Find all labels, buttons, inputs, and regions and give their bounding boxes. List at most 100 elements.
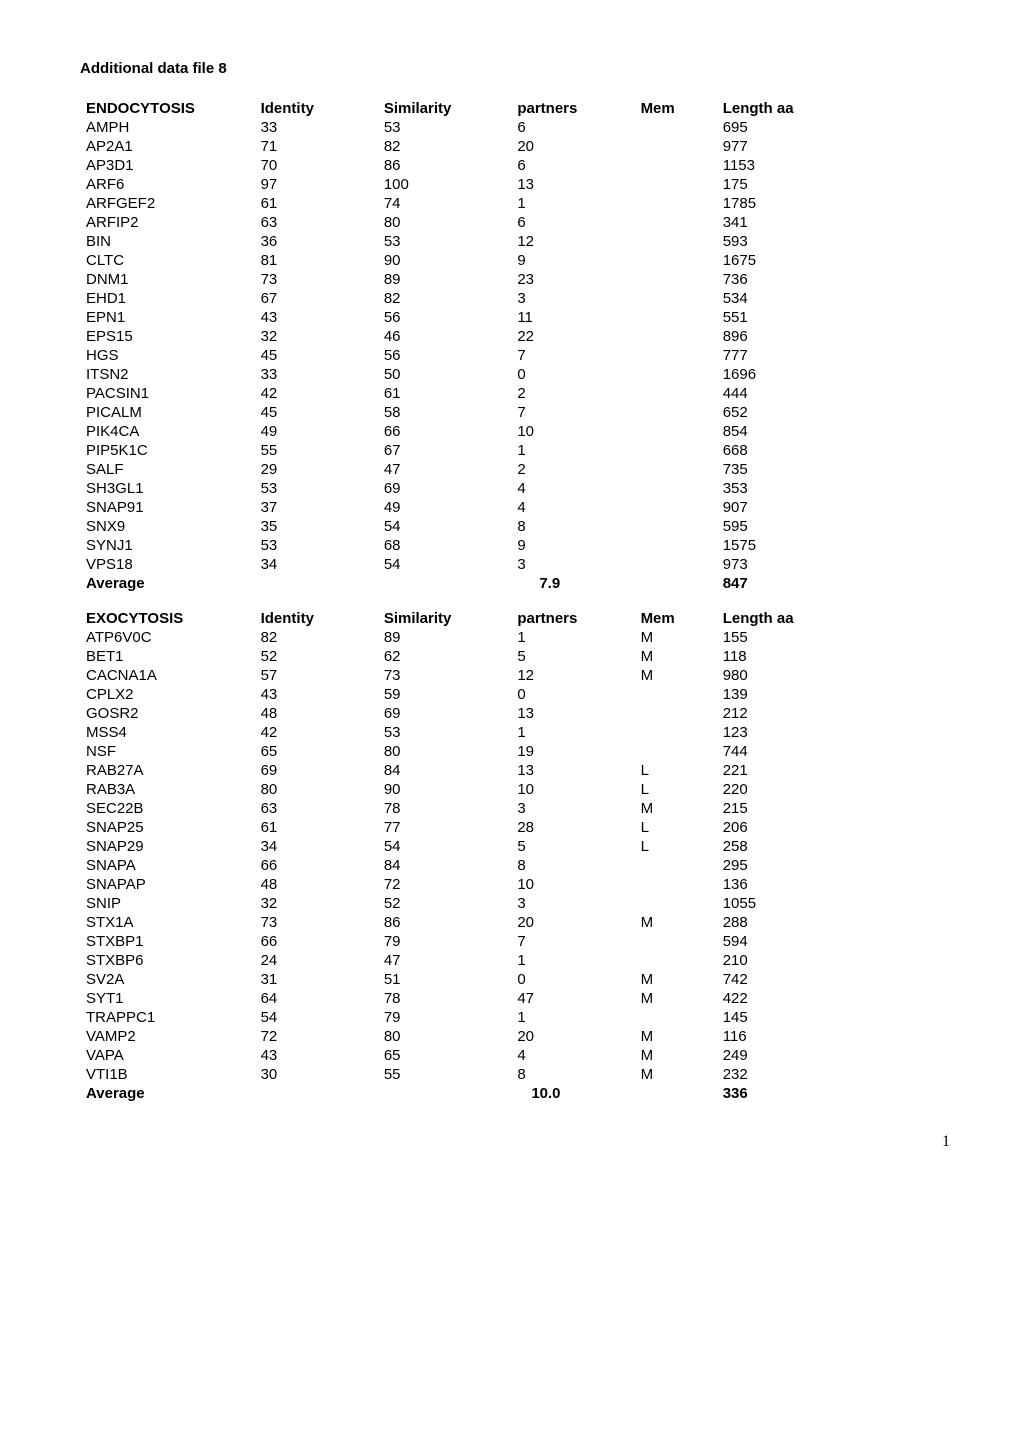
table-row: GOSR2486913212 [80,704,840,723]
cell-length: 288 [717,913,840,932]
cell-length: 896 [717,327,840,346]
cell-mem: M [635,1046,717,1065]
table-row: NSF658019744 [80,742,840,761]
cell-partners: 1 [511,194,634,213]
cell-length: 593 [717,232,840,251]
cell-mem [635,327,717,346]
cell-similarity: 52 [378,894,512,913]
cell-identity: 29 [255,460,378,479]
cell-name: AP2A1 [80,137,255,156]
cell-similarity: 54 [378,517,512,536]
cell-similarity: 54 [378,555,512,574]
cell-identity: 63 [255,213,378,232]
table-row: AP3D1708661153 [80,156,840,175]
cell-identity: 53 [255,536,378,555]
cell-partners: 10 [511,875,634,894]
cell-partners: 13 [511,704,634,723]
cell-name: GOSR2 [80,704,255,723]
cell-mem [635,118,717,137]
cell-identity: 54 [255,1008,378,1027]
table-row: PIP5K1C55671668 [80,441,840,460]
cell-name: PIP5K1C [80,441,255,460]
cell-partners: 3 [511,289,634,308]
cell-length: 175 [717,175,840,194]
cell-identity: 37 [255,498,378,517]
average-mem [635,1084,717,1103]
cell-length: 594 [717,932,840,951]
cell-identity: 69 [255,761,378,780]
cell-length: 744 [717,742,840,761]
cell-identity: 35 [255,517,378,536]
cell-identity: 33 [255,118,378,137]
cell-mem [635,536,717,555]
cell-partners: 1 [511,723,634,742]
page-number: 1 [80,1133,960,1151]
col-header-partners: partners [511,609,634,628]
table-row: BIN365312593 [80,232,840,251]
table-row: TRAPPC154791145 [80,1008,840,1027]
cell-mem: M [635,647,717,666]
average-partners: 10.0 [511,1084,634,1103]
cell-length: 210 [717,951,840,970]
table-row: ARFGEF2617411785 [80,194,840,213]
cell-partners: 7 [511,403,634,422]
cell-name: ARFIP2 [80,213,255,232]
cell-identity: 52 [255,647,378,666]
cell-identity: 80 [255,780,378,799]
cell-similarity: 80 [378,213,512,232]
cell-length: 258 [717,837,840,856]
cell-name: SYNJ1 [80,536,255,555]
cell-partners: 9 [511,536,634,555]
table-row: EHD167823534 [80,289,840,308]
cell-similarity: 74 [378,194,512,213]
cell-mem [635,232,717,251]
cell-similarity: 65 [378,1046,512,1065]
table-row: STX1A738620M288 [80,913,840,932]
cell-length: 155 [717,628,840,647]
col-header-similarity: Similarity [378,609,512,628]
cell-partners: 0 [511,970,634,989]
cell-length: 249 [717,1046,840,1065]
table-row: SYT1647847M422 [80,989,840,1008]
cell-partners: 5 [511,647,634,666]
cell-identity: 61 [255,818,378,837]
cell-partners: 12 [511,666,634,685]
cell-mem [635,403,717,422]
cell-mem: L [635,780,717,799]
cell-identity: 49 [255,422,378,441]
cell-identity: 67 [255,289,378,308]
cell-mem [635,194,717,213]
col-header-identity: Identity [255,99,378,118]
cell-partners: 20 [511,913,634,932]
cell-identity: 81 [255,251,378,270]
cell-partners: 6 [511,156,634,175]
cell-similarity: 82 [378,137,512,156]
cell-mem [635,723,717,742]
cell-mem [635,213,717,232]
cell-length: 980 [717,666,840,685]
cell-mem [635,685,717,704]
cell-name: ITSN2 [80,365,255,384]
table-row: PACSIN142612444 [80,384,840,403]
cell-partners: 8 [511,517,634,536]
table-row: SNAP25617728L206 [80,818,840,837]
cell-mem: L [635,837,717,856]
table-row: SNIP325231055 [80,894,840,913]
cell-similarity: 89 [378,628,512,647]
cell-identity: 42 [255,384,378,403]
cell-name: BIN [80,232,255,251]
cell-similarity: 77 [378,818,512,837]
table-row: SNAPA66848295 [80,856,840,875]
cell-mem [635,555,717,574]
table-row: ATP6V0C82891M155 [80,628,840,647]
cell-similarity: 86 [378,156,512,175]
endocytosis-table: ENDOCYTOSIS Identity Similarity partners… [80,99,840,593]
cell-name: ATP6V0C [80,628,255,647]
cell-length: 220 [717,780,840,799]
cell-similarity: 73 [378,666,512,685]
cell-length: 295 [717,856,840,875]
cell-mem [635,365,717,384]
cell-similarity: 82 [378,289,512,308]
cell-mem: M [635,666,717,685]
cell-name: PIK4CA [80,422,255,441]
